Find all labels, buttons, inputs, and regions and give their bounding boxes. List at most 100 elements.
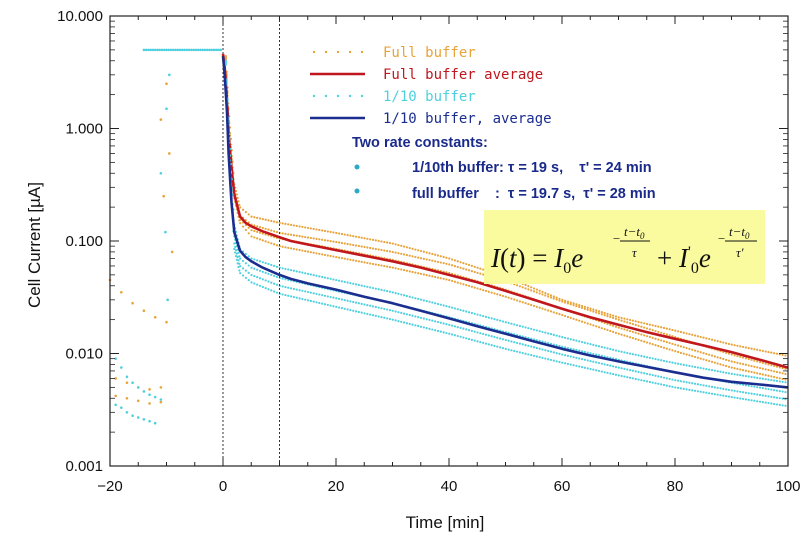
- data-point: [600, 345, 603, 349]
- data-point: [304, 250, 307, 253]
- data-point: [595, 369, 598, 372]
- data-point: [366, 237, 369, 240]
- data-point: [386, 317, 389, 320]
- data-point: [380, 307, 383, 310]
- data-point: [476, 266, 479, 269]
- data-point: [304, 226, 307, 229]
- data-point: [595, 353, 598, 356]
- data-point: [453, 259, 457, 262]
- data-point: [583, 350, 586, 354]
- data-point: [168, 152, 171, 155]
- data-point: [383, 307, 386, 311]
- data-point: [612, 348, 615, 351]
- data-point: [722, 371, 725, 374]
- data-point: [541, 348, 544, 351]
- data-point: [301, 289, 304, 292]
- data-point: [727, 365, 731, 368]
- data-point: [470, 311, 473, 315]
- data-point: [561, 361, 564, 364]
- data-point: [431, 252, 434, 256]
- data-point: [366, 285, 369, 288]
- data-point: [354, 301, 358, 304]
- data-point: [417, 297, 420, 301]
- data-point: [770, 364, 773, 367]
- data-point: [267, 272, 270, 275]
- data-point: [400, 293, 403, 296]
- data-point: [730, 389, 733, 392]
- data-point: [414, 255, 417, 259]
- data-point: [459, 282, 462, 285]
- data-point: [419, 249, 423, 253]
- data-point: [719, 370, 722, 373]
- data-point: [153, 48, 157, 52]
- data-point: [434, 275, 437, 279]
- data-point: [547, 358, 550, 361]
- data-point: [705, 337, 708, 340]
- data-point: [377, 315, 380, 318]
- data-point: [778, 377, 781, 380]
- data-point: [354, 310, 358, 313]
- data-point: [405, 294, 409, 298]
- data-point: [241, 208, 245, 211]
- data-point: [501, 338, 505, 341]
- data-point: [595, 309, 598, 312]
- data-point: [400, 252, 403, 255]
- data-point: [315, 228, 318, 231]
- data-point: [767, 363, 770, 366]
- data-point: [685, 388, 688, 391]
- data-point: [166, 298, 169, 302]
- data-point: [338, 256, 341, 259]
- data-point: [773, 389, 776, 392]
- data-point: [589, 367, 592, 371]
- data-point: [250, 215, 253, 218]
- data-point: [306, 226, 310, 230]
- data-point: [321, 229, 324, 232]
- data-point: [778, 371, 781, 374]
- note-bullet-1: [354, 164, 360, 170]
- data-point: [677, 379, 680, 382]
- data-point: [258, 226, 262, 229]
- data-point: [357, 260, 360, 263]
- data-point: [354, 235, 358, 238]
- data-point: [572, 356, 575, 359]
- data-point: [224, 63, 227, 66]
- data-point: [555, 352, 558, 355]
- data-point: [270, 281, 273, 284]
- data-point: [637, 320, 640, 324]
- data-point: [507, 348, 510, 351]
- data-point: [456, 308, 459, 311]
- data-point: [309, 227, 312, 230]
- data-point: [431, 301, 434, 304]
- data-point: [645, 372, 649, 375]
- data-point: [236, 196, 239, 200]
- data-point: [374, 239, 377, 242]
- data-point: [614, 365, 618, 369]
- data-point: [744, 369, 748, 372]
- data-point: [750, 392, 753, 395]
- data-point: [547, 332, 550, 335]
- data-point: [462, 327, 465, 330]
- data-point: [665, 384, 668, 387]
- data-point: [470, 338, 473, 341]
- data-point: [181, 48, 184, 52]
- data-point: [750, 370, 753, 374]
- data-point: [273, 264, 276, 267]
- data-point: [566, 337, 570, 340]
- data-point: [366, 304, 369, 307]
- data-point: [405, 253, 409, 257]
- data-point: [363, 285, 366, 288]
- data-point: [346, 281, 349, 284]
- data-point: [578, 304, 581, 307]
- data-point: [631, 319, 635, 322]
- data-point: [725, 342, 728, 345]
- data-point: [552, 297, 555, 300]
- data-point: [645, 380, 649, 383]
- data-point: [405, 322, 409, 325]
- data-point: [741, 356, 745, 359]
- data-point: [524, 352, 527, 355]
- data-point: [775, 370, 779, 374]
- data-point: [366, 261, 369, 265]
- data-point: [552, 351, 555, 354]
- data-point: [547, 349, 550, 353]
- data-point: [775, 352, 779, 355]
